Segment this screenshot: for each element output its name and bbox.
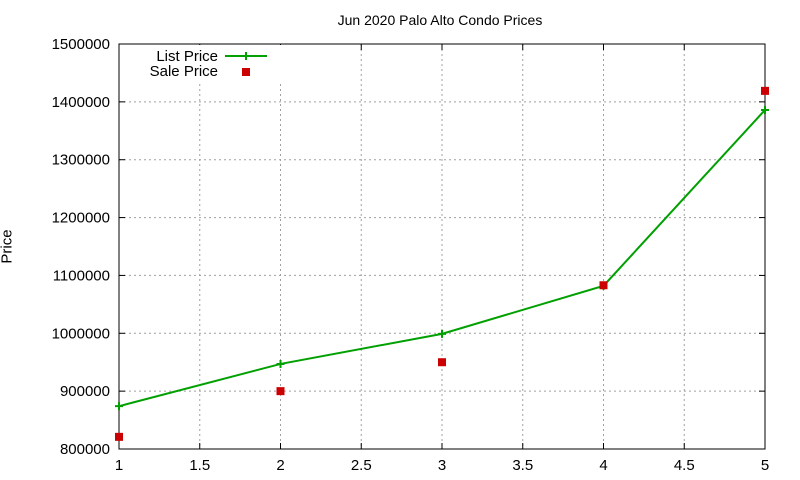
y-tick-label: 1000000 [52, 325, 110, 342]
plot-frame [118, 43, 766, 450]
x-tick-label: 1.5 [189, 457, 210, 474]
x-tick-label: 5 [761, 457, 769, 474]
y-tick-label: 800000 [60, 441, 110, 458]
x-tick-label: 3.5 [512, 457, 533, 474]
y-tick-label: 1400000 [52, 94, 110, 111]
sale-price-marker [115, 432, 123, 441]
sale-price-marker [599, 281, 608, 290]
legend-marker-sale-price [242, 68, 250, 76]
x-tick-label: 2.5 [351, 457, 372, 474]
x-tick-label: 4.5 [674, 457, 695, 474]
legend-label-sale-price: Sale Price [150, 63, 218, 80]
y-tick-label: 900000 [60, 383, 110, 400]
y-tick-label: 1200000 [52, 210, 110, 227]
chart-title: Jun 2020 Palo Alto Condo Prices [337, 12, 543, 28]
sale-price-marker [761, 86, 769, 95]
list-price-marker [115, 402, 123, 411]
list-price-marker [438, 329, 446, 338]
list-price-marker [276, 359, 285, 368]
x-tick-label: 2 [276, 457, 284, 474]
y-tick-label: 1100000 [53, 267, 110, 284]
x-tick-label: 3 [438, 457, 446, 474]
legend-background [120, 45, 290, 81]
y-tick-label: 1300000 [52, 152, 110, 169]
legend-label-list-price: List Price [156, 48, 218, 65]
sale-price-marker [276, 387, 285, 396]
y-tick-label: 1500000 [52, 36, 110, 53]
sale-price-marker [438, 358, 446, 367]
list-price-marker [761, 105, 769, 114]
x-tick-label: 1 [115, 457, 123, 474]
x-tick-label: 4 [599, 457, 607, 474]
